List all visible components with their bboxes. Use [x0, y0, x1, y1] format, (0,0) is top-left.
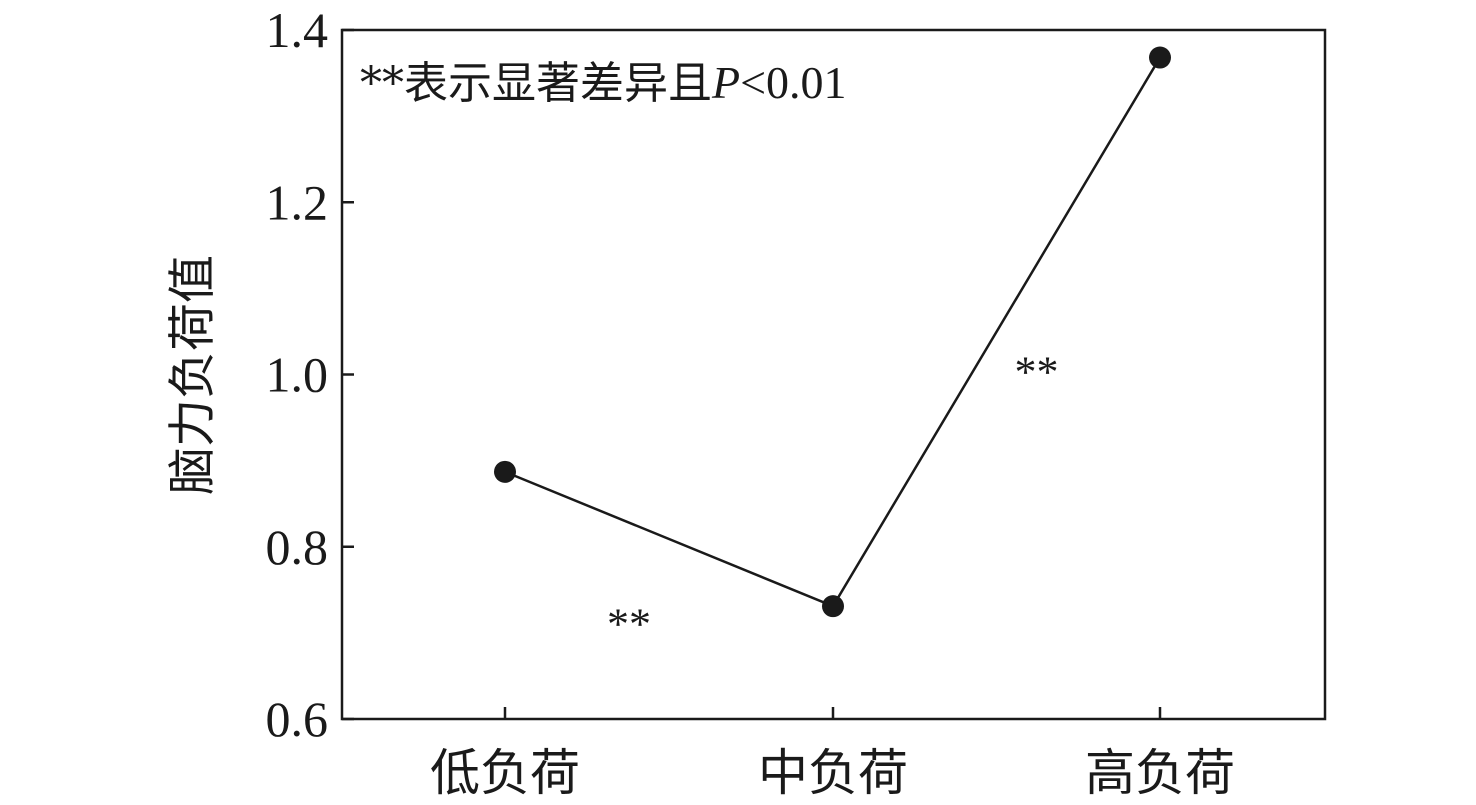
- series-line: [494, 46, 1171, 618]
- significance-note-p: P: [711, 57, 740, 108]
- y-tick-label: 1.0: [266, 347, 329, 403]
- significance-note-suffix: <0.01: [740, 57, 846, 108]
- series-line-path: [504, 56, 1162, 608]
- x-tick-label: 高负荷: [1085, 744, 1235, 802]
- significance-mark: **: [1015, 347, 1059, 396]
- significance-marks: ** **: [607, 347, 1059, 648]
- data-point: [822, 595, 844, 618]
- x-tick-label: 中负荷: [758, 744, 908, 802]
- y-tick-label: 0.6: [266, 691, 329, 747]
- y-axis-title: 脑力负荷值: [165, 255, 221, 495]
- x-axis: 低负荷 中负荷 高负荷: [430, 707, 1235, 802]
- y-tick-label: 1.2: [266, 174, 329, 230]
- significance-mark: **: [607, 599, 651, 648]
- significance-note: **表示显著差异且P<0.01: [360, 57, 847, 109]
- data-point: [1149, 46, 1171, 69]
- y-axis: 0.6 0.8 1.0 1.2 1.4: [266, 2, 354, 747]
- x-tick-label: 低负荷: [430, 744, 580, 802]
- data-point: [494, 460, 516, 483]
- significance-note-prefix: **表示显著差异且: [360, 58, 712, 109]
- y-tick-label: 1.4: [266, 2, 329, 58]
- y-tick-label: 0.8: [266, 519, 329, 575]
